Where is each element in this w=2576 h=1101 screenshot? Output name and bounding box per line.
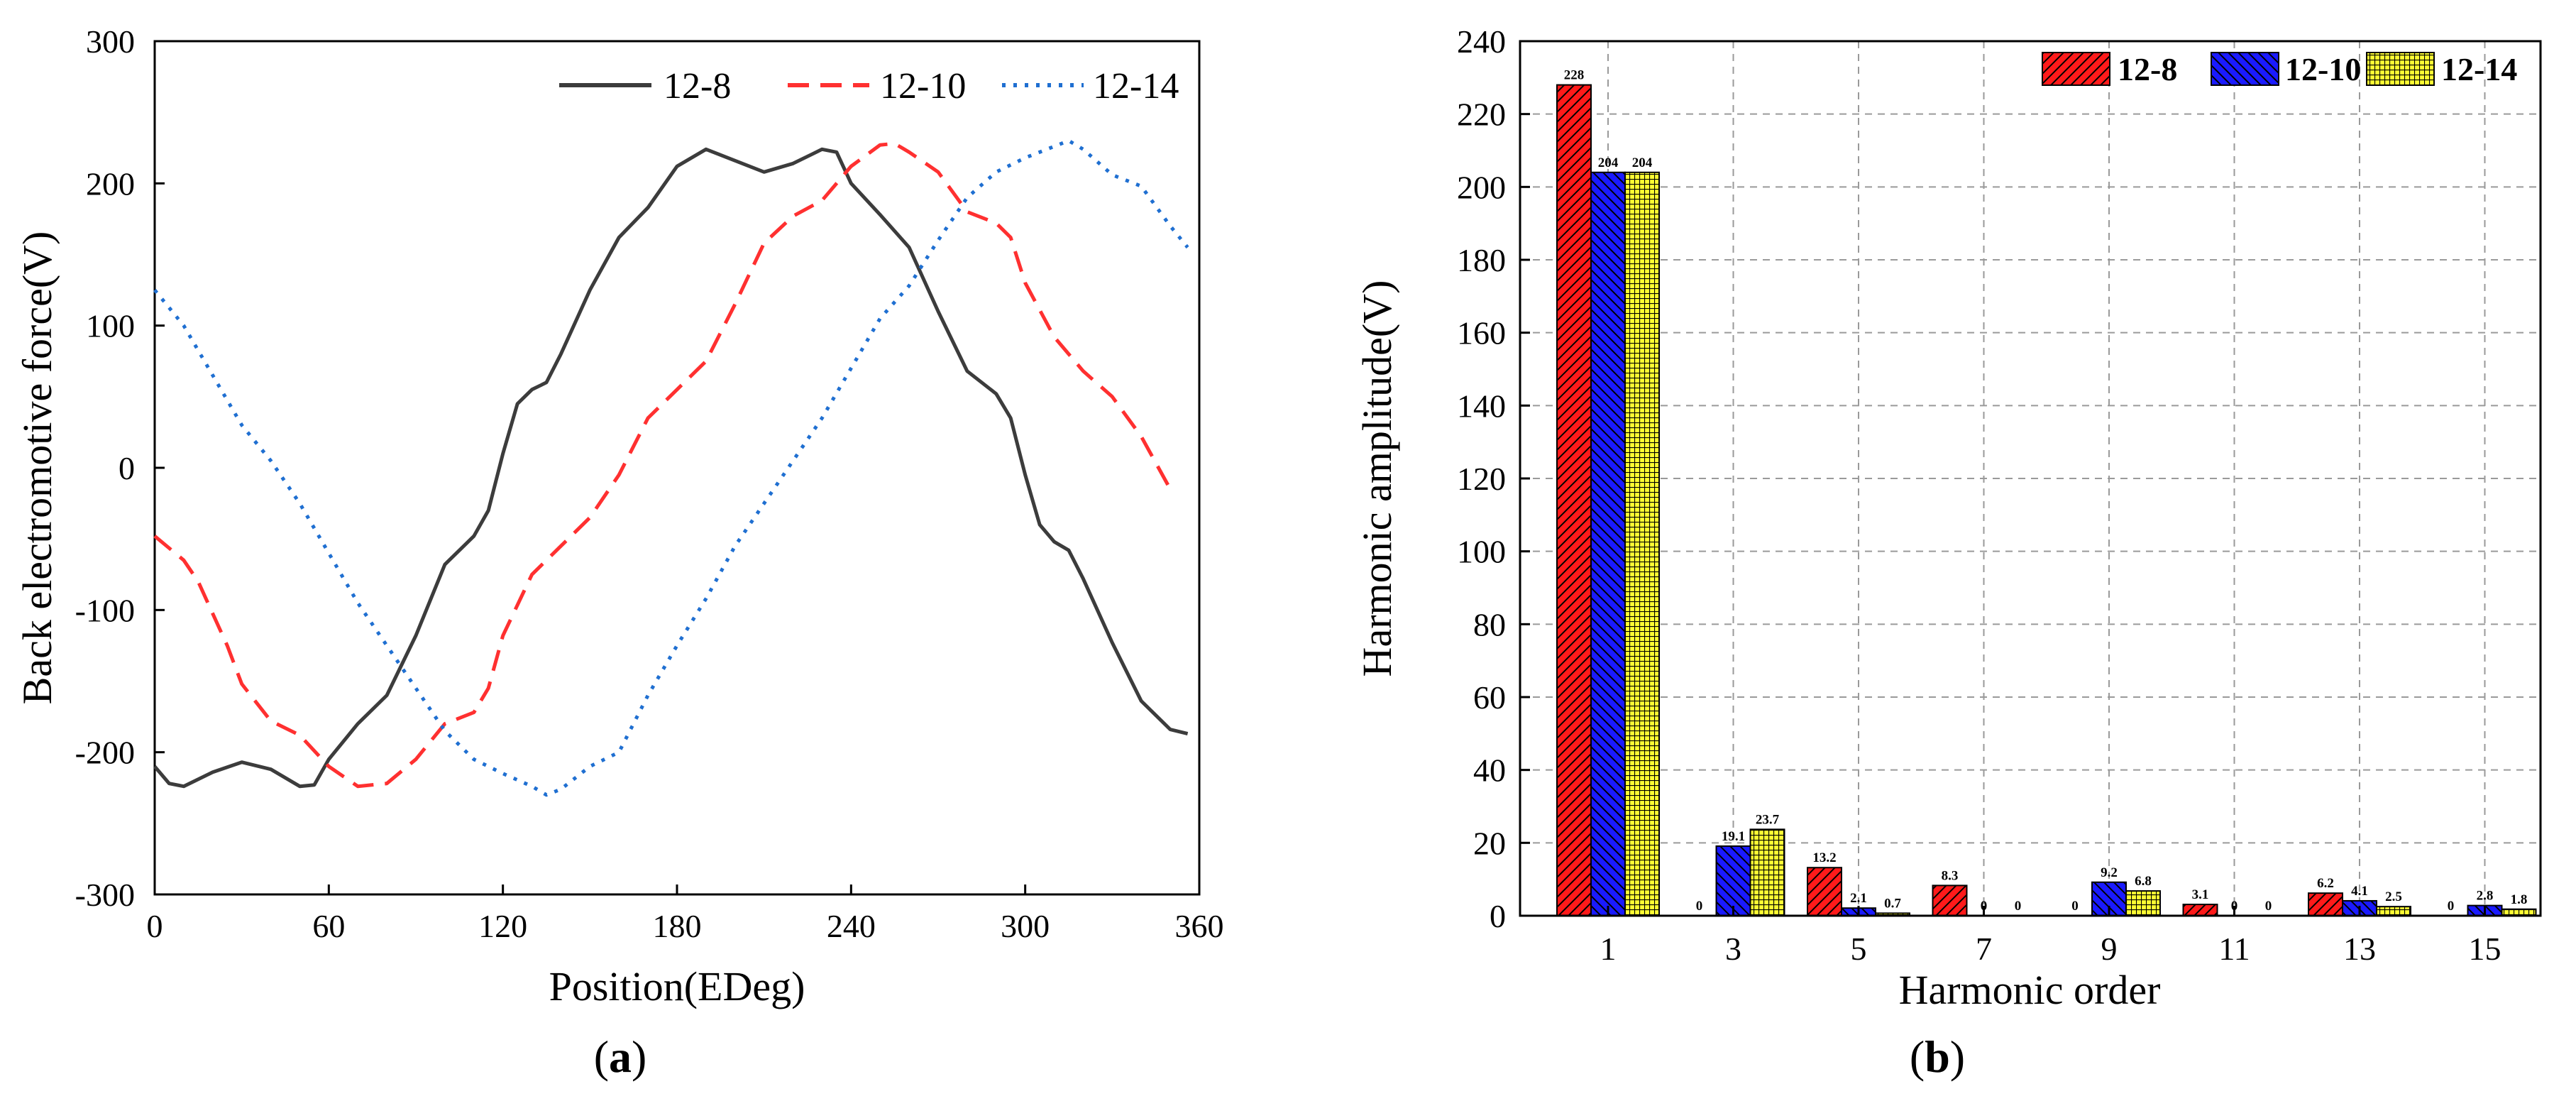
data-label: 228	[1564, 68, 1585, 83]
y-tick-label: -100	[75, 592, 135, 628]
data-label: 13.2	[1812, 850, 1836, 865]
y-tick-label: 300	[86, 23, 135, 60]
bar-chart-panel-b: 228204204019.123.713.22.10.78.30009.26.8…	[1354, 23, 2542, 1082]
x-tick-label: 180	[653, 908, 702, 944]
x-tick-label: 11	[2218, 931, 2250, 967]
x-tick-label: 15	[2469, 931, 2501, 967]
panel-caption-b: (b)	[1910, 1031, 1965, 1082]
x-tick-label: 1	[1600, 931, 1617, 967]
data-label: 2.8	[2477, 889, 2494, 904]
line-chart-panel-a: 0 60 120 180 240 300 360 -300 -200 -100 0 100 200 300…	[14, 23, 1224, 1082]
data-label: 204	[1632, 155, 1653, 170]
bar-12-8-h5	[1807, 867, 1842, 916]
y-tick-label: 180	[1457, 242, 1506, 278]
y-tick-label: 20	[1473, 825, 1506, 861]
bar-12-14-h9	[2125, 890, 2161, 917]
data-label: 3.1	[2192, 887, 2209, 902]
panel-caption-a: (a)	[594, 1031, 647, 1082]
series-line-12-10	[153, 141, 1172, 789]
y-tick-label: 120	[1457, 461, 1506, 497]
series-line-12-8	[153, 147, 1189, 789]
x-tick-label: 5	[1851, 931, 1867, 967]
data-label: 19.1	[1722, 829, 1745, 844]
legend-label-12-10-bar: 12-10	[2285, 51, 2361, 87]
y-tick-label: 160	[1457, 315, 1506, 351]
y-tick-label: 100	[86, 308, 135, 344]
data-labels-b: 228 204 204 0 19.1 23.7 13.2 2.1 0.7 8.3 0 0 0 9.2 6.8…	[1564, 68, 2528, 914]
x-tick-label: 300	[1001, 908, 1050, 944]
data-label: 0	[2265, 899, 2272, 914]
x-axis-label-b: Harmonic order	[1899, 967, 2161, 1013]
bar-12-8-h13	[2308, 892, 2343, 917]
bar-12-8-h11	[2182, 904, 2218, 917]
data-label: 8.3	[1942, 868, 1959, 883]
y-tick-label: 60	[1473, 679, 1506, 716]
bar-12-14-h1	[1624, 171, 1660, 916]
data-label: 0	[2448, 899, 2455, 914]
x-tick-label: 9	[2101, 931, 2118, 967]
data-label: 0	[2015, 899, 2022, 914]
y-tick-label: 220	[1457, 97, 1506, 133]
plot-frame-b	[1519, 40, 2542, 917]
data-label: 9.2	[2101, 865, 2118, 880]
bar-12-14-h3	[1749, 828, 1785, 916]
bar-12-8-h1	[1556, 84, 1592, 917]
bar-12-8-h7	[1932, 884, 1968, 916]
legend-label-12-14: 12-14	[1093, 66, 1179, 106]
y-tick-label: 240	[1457, 23, 1506, 60]
y-tick-label: 200	[86, 165, 135, 202]
x-tick-label: 3	[1725, 931, 1741, 967]
data-label: 1.8	[2511, 892, 2528, 907]
bar-12-10-h3	[1715, 845, 1751, 917]
legend-swatch-12-14-bar	[2366, 52, 2435, 86]
x-tick-label: 7	[1976, 931, 1992, 967]
data-label: 0.7	[1884, 896, 1901, 911]
y-tick-label: 0	[1490, 898, 1506, 934]
y-tick-label: 140	[1457, 388, 1506, 424]
x-tick-label: 240	[827, 908, 876, 944]
data-label: 4.1	[2351, 884, 2368, 899]
x-tick-label: 0	[147, 908, 163, 944]
y-tick-label: 80	[1473, 606, 1506, 642]
data-label: 6.2	[2317, 876, 2334, 891]
legend-b: 12-8 12-10 12-14	[2042, 51, 2517, 87]
x-tick-label: 13	[2343, 931, 2376, 967]
data-label: 0	[2071, 899, 2079, 914]
bar-12-10-h1	[1590, 171, 1626, 916]
series-lines-a	[153, 138, 1189, 797]
legend-label-12-8-bar: 12-8	[2118, 51, 2177, 87]
series-line-12-14	[153, 138, 1189, 797]
y-axis-label-b: Harmonic amplitude(V)	[1354, 280, 1400, 677]
y-tick-label: -200	[75, 735, 135, 771]
data-label: 23.7	[1756, 812, 1780, 827]
grid-b	[1520, 41, 2541, 916]
x-axis-label-a: Position(EDeg)	[549, 963, 805, 1009]
data-label: 2.5	[2385, 889, 2402, 904]
legend-a: 12-8 12-10 12-14	[559, 66, 1179, 106]
x-tick-label: 60	[312, 908, 345, 944]
y-tick-label: 100	[1457, 534, 1506, 570]
y-axis-label-a: Back electromotive force(V)	[14, 231, 60, 705]
data-label: 0	[1696, 899, 1703, 914]
x-tick-label: 360	[1175, 908, 1224, 944]
axis-ticks-a: 0 60 120 180 240 300 360 -300 -200 -100 0 100 200 300	[75, 23, 1224, 944]
legend-label-12-8: 12-8	[664, 66, 731, 106]
legend-label-12-10: 12-10	[880, 66, 966, 106]
data-label: 2.1	[1850, 891, 1867, 906]
y-tick-label: -300	[75, 877, 135, 913]
bars-b	[1556, 84, 2537, 917]
x-tick-label: 120	[478, 908, 527, 944]
y-tick-label: 0	[119, 450, 135, 486]
bar-12-14-h13	[2376, 906, 2411, 916]
legend-swatch-12-10-bar	[2211, 52, 2279, 86]
legend-label-12-14-bar: 12-14	[2441, 51, 2517, 87]
data-label: 204	[1598, 155, 1619, 170]
data-label: 6.8	[2135, 874, 2152, 889]
y-tick-label: 40	[1473, 752, 1506, 789]
y-tick-label: 200	[1457, 169, 1506, 205]
legend-swatch-12-8-bar	[2042, 52, 2110, 86]
